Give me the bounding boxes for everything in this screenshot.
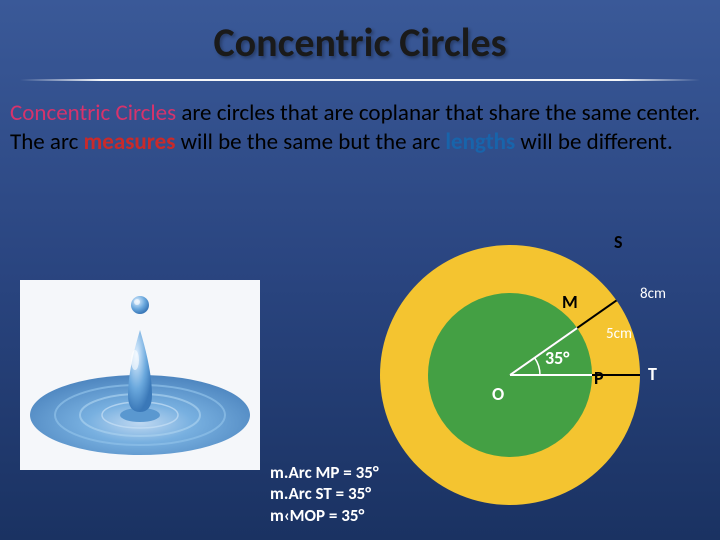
term-lengths: lengths <box>445 128 515 156</box>
term-measures: measures <box>84 128 176 156</box>
label-M: M <box>562 291 578 313</box>
label-T: T <box>648 363 657 385</box>
arc-eq-1: m.Arc MP = 35° <box>270 462 379 483</box>
label-P: P <box>594 367 604 389</box>
arc-eq-2: m.Arc ST = 35° <box>270 483 379 504</box>
body-line1: are circles that are coplanar that share… <box>176 99 700 127</box>
body-line2a: The arc <box>10 128 84 156</box>
arc-equations: m.Arc MP = 35° m.Arc ST = 35° m‹MOP = 35… <box>270 462 379 526</box>
label-O: O <box>492 383 504 405</box>
label-S: S <box>614 231 623 253</box>
body-paragraph: Concentric Circles are circles that are … <box>0 99 720 157</box>
body-line2c: will be different. <box>515 128 673 156</box>
term-concentric: Concentric Circles <box>10 99 176 127</box>
water-drop-image <box>20 280 260 470</box>
body-line2b: will be the same but the arc <box>175 128 445 156</box>
label-8cm: 8cm <box>640 285 666 303</box>
title-text: Concentric Circles <box>213 18 506 67</box>
label-angle: 35° <box>545 347 569 369</box>
arc-eq-3: m‹MOP = 35° <box>270 505 379 526</box>
slide-title: Concentric Circles <box>0 0 720 79</box>
title-divider <box>20 79 700 81</box>
label-5cm: 5cm <box>606 325 632 343</box>
concentric-circles-diagram: S M O P T 35° 8cm 5cm <box>360 235 690 535</box>
